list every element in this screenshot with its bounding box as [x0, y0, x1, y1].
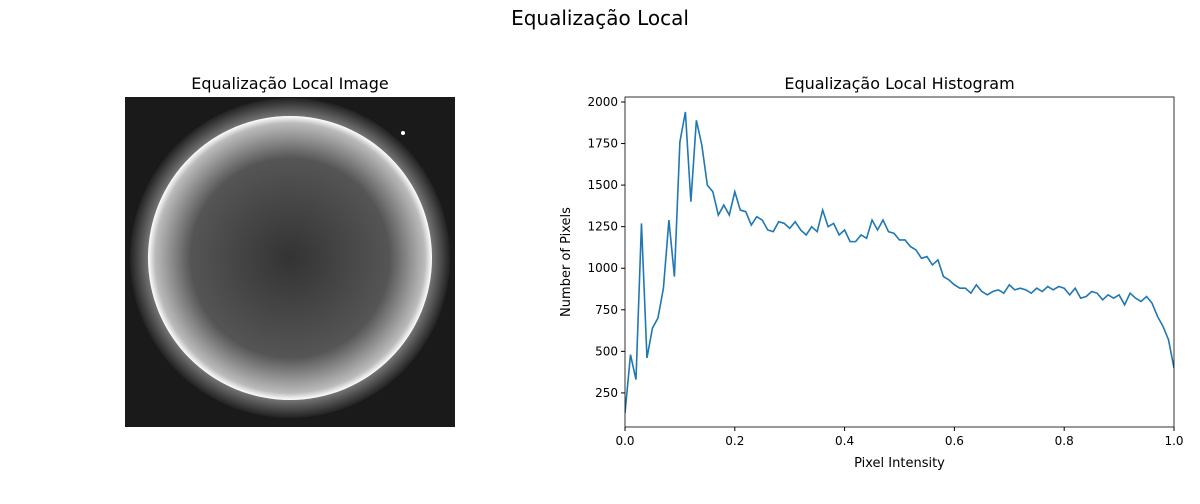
x-tick-label: 0.8 [1055, 434, 1074, 448]
chart-title: Equalização Local Histogram [784, 74, 1014, 93]
x-tick-label: 0.2 [725, 434, 744, 448]
y-tick-label: 1000 [587, 261, 618, 275]
y-axis-label: Number of Pixels [559, 207, 574, 317]
figure-title: Equalização Local [511, 6, 689, 30]
y-tick-label: 1250 [587, 220, 618, 234]
x-tick-label: 0.6 [945, 434, 964, 448]
image-title: Equalização Local Image [191, 74, 388, 93]
image [125, 97, 455, 427]
data-line [625, 111, 1174, 413]
y-tick-label: 1500 [587, 178, 618, 192]
y-tick-label: 750 [595, 303, 618, 317]
plot-frame [624, 96, 1175, 428]
y-tick-label: 500 [595, 344, 618, 358]
x-axis-label: Pixel Intensity [854, 456, 945, 471]
y-tick-label: 2000 [587, 95, 618, 109]
x-tick-label: 0.0 [615, 434, 634, 448]
x-tick-label: 1.0 [1164, 434, 1183, 448]
y-tick-label: 250 [595, 386, 618, 400]
y-tick-label: 1750 [587, 137, 618, 151]
x-tick-label: 0.4 [835, 434, 854, 448]
